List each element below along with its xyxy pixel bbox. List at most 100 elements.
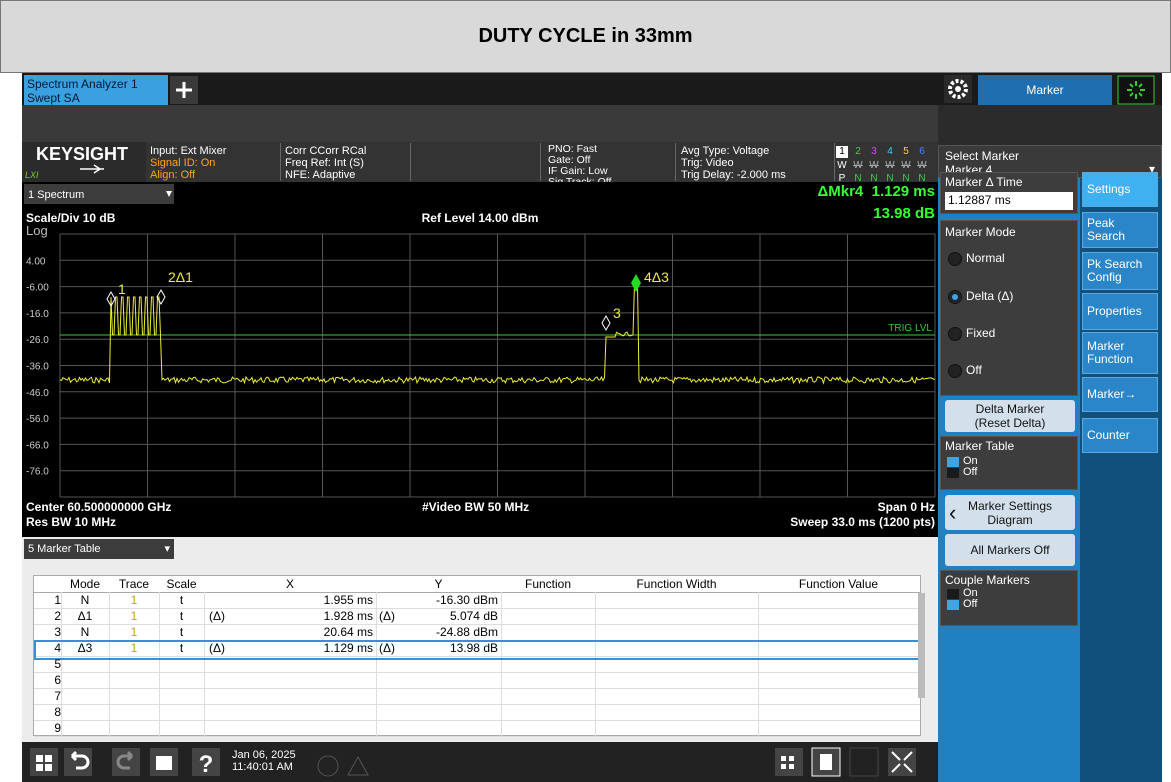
table-header: Trace bbox=[118, 577, 150, 591]
panel-bottom bbox=[938, 742, 1080, 782]
instrument-tab[interactable]: Spectrum Analyzer 1 Swept SA bbox=[24, 75, 168, 105]
table-cell: N bbox=[80, 593, 90, 607]
add-button[interactable] bbox=[170, 76, 198, 104]
table-cell: 1.955 ms bbox=[323, 593, 373, 607]
row-rule bbox=[34, 720, 920, 721]
toggle-label[interactable]: On bbox=[963, 455, 978, 467]
info-line: Avg Type: Voltage bbox=[681, 145, 770, 157]
menu-tab[interactable]: Marker bbox=[978, 75, 1112, 105]
trace-flag: W bbox=[885, 160, 895, 171]
toggle-swatch bbox=[947, 589, 959, 599]
table-cell: 7 bbox=[54, 689, 61, 703]
group-label: Couple Markers bbox=[945, 573, 1030, 587]
radio-label[interactable]: Off bbox=[966, 363, 982, 377]
scale-div: Scale/Div 10 dB bbox=[26, 211, 116, 225]
trace-flag: 2 bbox=[855, 146, 861, 157]
all-markers-off-button[interactable]: All Markers Off bbox=[945, 534, 1075, 566]
table-cell: Δ3 bbox=[77, 641, 93, 655]
trace-flag: 3 bbox=[871, 146, 877, 157]
center-freq: Center 60.500000000 GHz bbox=[26, 500, 171, 514]
table-cell: t bbox=[179, 625, 184, 639]
radio-label[interactable]: Normal bbox=[966, 251, 1005, 265]
button-line: All Markers Off bbox=[970, 543, 1050, 557]
divider bbox=[675, 143, 676, 181]
video-bw: #Video BW 50 MHz bbox=[422, 500, 529, 514]
divider bbox=[834, 143, 835, 181]
tab-line: Spectrum Analyzer 1 bbox=[27, 77, 138, 91]
status-icon[interactable] bbox=[1117, 75, 1155, 105]
sweep: Sweep 33.0 ms (1200 pts) bbox=[790, 515, 935, 529]
y-axis-label: 4.00 bbox=[26, 256, 46, 267]
trace-flag: P bbox=[838, 173, 846, 184]
window-dropdown[interactable] bbox=[24, 184, 174, 204]
side-tab[interactable]: Properties bbox=[1082, 293, 1158, 330]
y-axis-label: -46.0 bbox=[26, 388, 49, 399]
avg-info: Avg Type: Voltage Trig: Video Trig Delay… bbox=[681, 145, 786, 181]
side-tab[interactable]: Marker→ bbox=[1082, 377, 1158, 412]
toggle-label[interactable]: Off bbox=[963, 598, 978, 610]
marker-label: 1 bbox=[118, 281, 126, 297]
toggle-label[interactable]: Off bbox=[963, 466, 978, 478]
column-rule bbox=[501, 592, 502, 736]
table-header: Function Width bbox=[636, 577, 717, 591]
clock: Jan 06, 2025 11:40:01 AM bbox=[232, 749, 296, 773]
button-line: Delta Marker bbox=[975, 402, 1045, 416]
grid bbox=[59, 233, 936, 498]
info-line: PNO: Fast bbox=[548, 143, 598, 155]
side-tab[interactable]: Settings bbox=[1082, 172, 1158, 207]
ref-level: Ref Level 14.00 dBm bbox=[422, 211, 539, 225]
delta-marker-button[interactable]: Delta Marker (Reset Delta) bbox=[945, 400, 1075, 432]
side-tab[interactable]: Counter bbox=[1082, 418, 1158, 453]
toggle-label[interactable]: On bbox=[963, 587, 978, 599]
y-axis-label: -66.0 bbox=[26, 440, 49, 451]
menu-label: Marker bbox=[1026, 83, 1064, 97]
spectrum-window: 1 Spectrum Scale/Div 10 dB Log Ref Level… bbox=[22, 182, 938, 536]
y-axis-label: -56.0 bbox=[26, 414, 49, 425]
trace-flag: W bbox=[917, 160, 927, 171]
side-tab[interactable]: Peak Search bbox=[1082, 212, 1158, 248]
header-rule bbox=[34, 592, 920, 593]
scrollbar bbox=[918, 593, 925, 698]
divider bbox=[410, 143, 411, 181]
table-dropdown[interactable]: 5 Marker Table ▾ bbox=[24, 539, 174, 559]
table-header: Function Value bbox=[798, 577, 879, 591]
marker-table: Mode Trace Scale X Y Function Function Width Fu… bbox=[33, 575, 925, 737]
trace-flag: 5 bbox=[903, 146, 909, 157]
table-cell: 9 bbox=[54, 721, 61, 735]
trace-flag: N bbox=[918, 173, 926, 184]
marker-readout: 13.98 dB bbox=[873, 205, 935, 222]
table-cell: Δ1 bbox=[77, 609, 93, 623]
marker-label: 4Δ3 bbox=[644, 269, 669, 285]
info-bar-lower bbox=[22, 142, 938, 182]
side-tab[interactable]: Marker Function bbox=[1082, 332, 1158, 374]
trace bbox=[59, 282, 935, 385]
gear-button[interactable] bbox=[944, 75, 972, 103]
radio-label[interactable]: Delta (Δ) bbox=[966, 289, 1014, 303]
marker-label: 2Δ1 bbox=[168, 269, 193, 285]
settings-diagram-button[interactable]: ‹ Marker Settings Diagram bbox=[945, 495, 1075, 530]
brand: KEYSIGHT bbox=[36, 144, 129, 164]
trace-flag: 6 bbox=[919, 146, 925, 157]
table-cell: 5 bbox=[54, 657, 61, 671]
table-cell: 8 bbox=[54, 705, 61, 719]
input-info: Input: Ext Mixer Signal ID: On Align: Of… bbox=[150, 145, 226, 181]
trace-flag: N bbox=[870, 173, 878, 184]
y-axis-label: -16.0 bbox=[26, 309, 49, 320]
delta-time-input[interactable]: 1.12887 ms bbox=[945, 192, 1073, 210]
table-cell: -16.30 dBm bbox=[435, 593, 498, 607]
marker-label: 3 bbox=[613, 305, 621, 321]
row-rule bbox=[34, 656, 920, 657]
table-cell: 1 bbox=[130, 609, 138, 623]
toggle-swatch bbox=[947, 457, 959, 467]
table-cell: (Δ) bbox=[209, 609, 226, 623]
marker-diamond bbox=[631, 274, 641, 292]
lxi: LXI bbox=[25, 170, 39, 180]
side-tab[interactable]: Pk Search Config bbox=[1082, 252, 1158, 290]
table-header: Y bbox=[434, 577, 443, 591]
trace-flag: 4 bbox=[887, 146, 893, 157]
radio-label[interactable]: Fixed bbox=[966, 326, 996, 340]
table-cell: (Δ) bbox=[379, 641, 396, 655]
trace-flag: N bbox=[886, 173, 894, 184]
table-header: Mode bbox=[69, 577, 101, 591]
